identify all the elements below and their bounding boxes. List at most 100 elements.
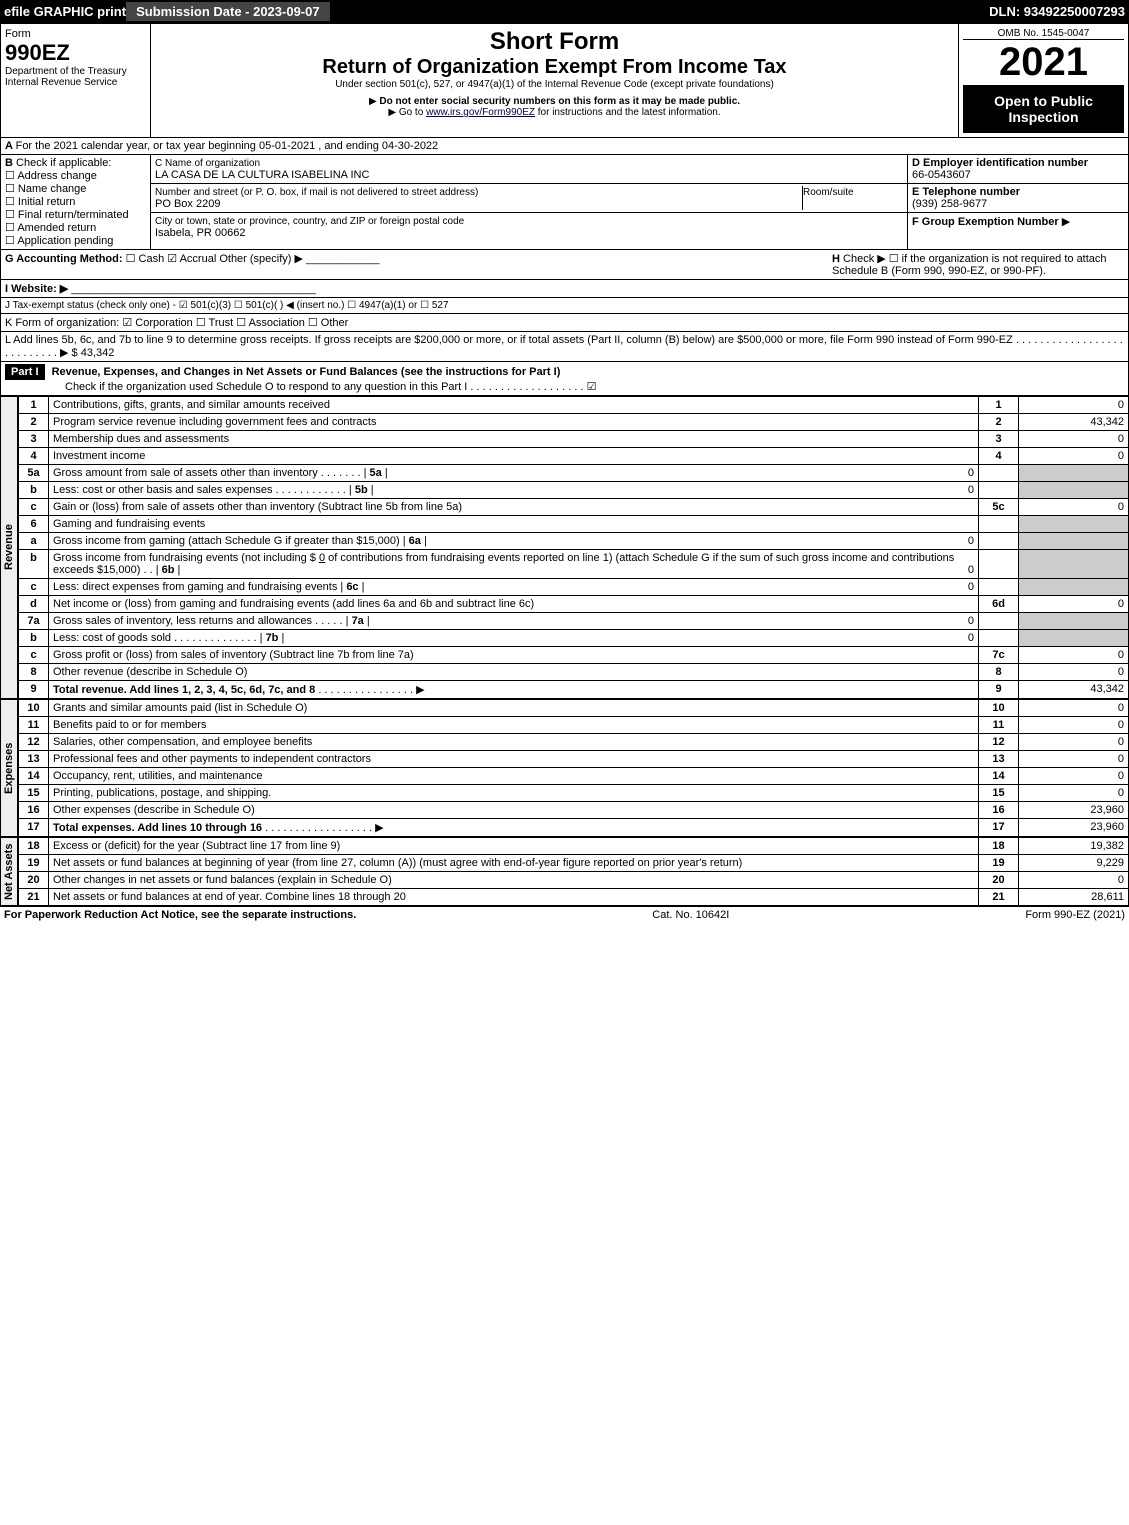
l17: Total expenses. Add lines 10 through 16 (53, 822, 262, 834)
chk-address[interactable]: Address change (5, 170, 97, 182)
v11: 0 (1019, 717, 1129, 734)
sv7a: 0 (968, 615, 974, 627)
partI-title: Revenue, Expenses, and Changes in Net As… (52, 366, 561, 378)
l10: Grants and similar amounts paid (list in… (49, 700, 979, 717)
revenue-table: 1Contributions, gifts, grants, and simil… (18, 396, 1129, 699)
i21: 21 (979, 889, 1019, 906)
l6b: Gross income from fundraising events (no… (53, 552, 316, 564)
phone: (939) 258-9677 (912, 198, 987, 210)
sectA-text: For the 2021 calendar year, or tax year … (16, 140, 439, 152)
i15: 15 (979, 785, 1019, 802)
footer-left: For Paperwork Reduction Act Notice, see … (4, 909, 356, 921)
g-other: Other (specify) ▶ (219, 253, 303, 265)
irs: Internal Revenue Service (5, 77, 146, 88)
i5b: 5b (355, 484, 368, 496)
chk-name[interactable]: Name change (5, 183, 86, 195)
arrow-icon (369, 96, 379, 107)
i14: 14 (979, 768, 1019, 785)
l3: Membership dues and assessments (49, 431, 979, 448)
topbar: efile GRAPHIC print Submission Date - 20… (0, 0, 1129, 23)
l18: Excess or (deficit) for the year (Subtra… (49, 838, 979, 855)
v1: 0 (1019, 397, 1129, 414)
partI-badge: Part I (5, 364, 45, 380)
chk-pending[interactable]: Application pending (5, 235, 113, 247)
i1: 1 (979, 397, 1019, 414)
footer-right: Form 990-EZ (2021) (1025, 909, 1125, 921)
l8: Other revenue (describe in Schedule O) (49, 664, 979, 681)
v6d: 0 (1019, 596, 1129, 613)
section-K: K Form of organization: ☑ Corporation ☐ … (0, 314, 1129, 332)
chk-amended[interactable]: Amended return (5, 222, 96, 234)
l5a: Gross amount from sale of assets other t… (53, 467, 318, 479)
amt6b: 0 (319, 552, 325, 564)
city-label: City or town, state or province, country… (155, 216, 464, 227)
i18: 18 (979, 838, 1019, 855)
arrow9: ▶ (416, 684, 424, 696)
g-accrual[interactable]: Accrual (167, 253, 216, 265)
l7a: Gross sales of inventory, less returns a… (53, 615, 312, 627)
i2: 2 (979, 414, 1019, 431)
partI-chk[interactable]: ☑ (587, 381, 597, 393)
sv6a: 0 (968, 535, 974, 547)
title-return: Return of Organization Exempt From Incom… (155, 56, 954, 79)
l13: Professional fees and other payments to … (49, 751, 979, 768)
l7c: Gross profit or (loss) from sales of inv… (49, 647, 979, 664)
form-header: Form 990EZ Department of the Treasury In… (0, 23, 1129, 138)
i3: 3 (979, 431, 1019, 448)
i19: 19 (979, 855, 1019, 872)
i11: 11 (979, 717, 1019, 734)
l15: Printing, publications, postage, and shi… (49, 785, 979, 802)
l19: Net assets or fund balances at beginning… (49, 855, 979, 872)
l1: Contributions, gifts, grants, and simila… (49, 397, 979, 414)
v9: 43,342 (1019, 681, 1129, 699)
i7b: 7b (266, 632, 279, 644)
chk-initial[interactable]: Initial return (5, 196, 75, 208)
expenses-grid: Expenses 10Grants and similar amounts pa… (0, 699, 1129, 837)
l2: Program service revenue including govern… (49, 414, 979, 431)
i4: 4 (979, 448, 1019, 465)
v12: 0 (1019, 734, 1129, 751)
C-label: C Name of organization (155, 158, 260, 169)
sub3a: Go to (399, 107, 423, 118)
footer-mid: Cat. No. 10642I (652, 909, 729, 921)
v10: 0 (1019, 700, 1129, 717)
netassets-table: 18Excess or (deficit) for the year (Subt… (18, 837, 1129, 906)
v18: 19,382 (1019, 838, 1129, 855)
i13: 13 (979, 751, 1019, 768)
sv6c: 0 (968, 581, 974, 593)
ein: 66-0543607 (912, 169, 971, 181)
i10: 10 (979, 700, 1019, 717)
l20: Other changes in net assets or fund bala… (49, 872, 979, 889)
l4: Investment income (49, 448, 979, 465)
g-cash[interactable]: Cash (126, 253, 165, 265)
i6b: 6b (162, 564, 175, 576)
l12: Salaries, other compensation, and employ… (49, 734, 979, 751)
i16: 16 (979, 802, 1019, 819)
i5a: 5a (370, 467, 382, 479)
street: PO Box 2209 (155, 198, 220, 210)
section-I: I Website: ▶ ___________________________… (0, 280, 1129, 298)
i6d: 6d (979, 596, 1019, 613)
i5c: 5c (979, 499, 1019, 516)
l11: Benefits paid to or for members (49, 717, 979, 734)
v3: 0 (1019, 431, 1129, 448)
form-word: Form (5, 28, 146, 40)
dept: Department of the Treasury (5, 66, 146, 77)
irs-link[interactable]: www.irs.gov/Form990EZ (426, 107, 535, 118)
v2: 43,342 (1019, 414, 1129, 431)
tax-year: 2021 (963, 40, 1124, 85)
lines-grid: Revenue 1Contributions, gifts, grants, a… (0, 396, 1129, 699)
efile-label: efile GRAPHIC print (4, 4, 126, 19)
H-text: Check ▶ ☐ if the organization is not req… (832, 253, 1107, 277)
org-name: LA CASA DE LA CULTURA ISABELINA INC (155, 169, 369, 181)
L-val: ▶ $ 43,342 (60, 347, 114, 359)
section-L: L Add lines 5b, 6c, and 7b to line 9 to … (0, 332, 1129, 362)
l5c: Gain or (loss) from sale of assets other… (49, 499, 979, 516)
l5b: Less: cost or other basis and sales expe… (53, 484, 273, 496)
chk-final[interactable]: Final return/terminated (5, 209, 129, 221)
i7c: 7c (979, 647, 1019, 664)
i20: 20 (979, 872, 1019, 889)
section-A: A For the 2021 calendar year, or tax yea… (0, 138, 1129, 155)
street-label: Number and street (or P. O. box, if mail… (155, 187, 478, 198)
v8: 0 (1019, 664, 1129, 681)
